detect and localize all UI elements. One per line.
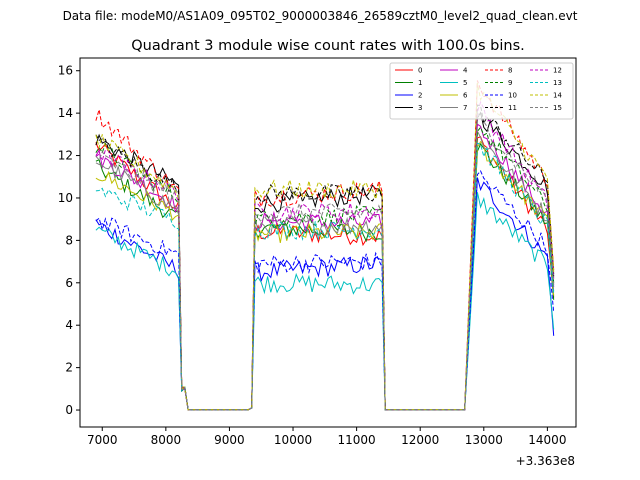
- y-tick-label-0: 0: [65, 403, 73, 417]
- legend-label-9: 9: [508, 79, 512, 87]
- legend-label-1: 1: [418, 79, 422, 87]
- y-tick-label-10: 10: [58, 191, 73, 205]
- y-tick-label-8: 8: [65, 233, 73, 247]
- x-tick-label-11000: 11000: [338, 433, 376, 447]
- legend-label-3: 3: [418, 104, 422, 112]
- legend-label-6: 6: [463, 92, 468, 100]
- y-tick-label-16: 16: [58, 64, 73, 78]
- x-tick-label-7000: 7000: [87, 433, 118, 447]
- y-tick-label-6: 6: [65, 276, 73, 290]
- y-tick-label-4: 4: [65, 318, 73, 332]
- legend-label-14: 14: [553, 92, 562, 100]
- series-line-13: [95, 142, 555, 411]
- legend-label-0: 0: [418, 67, 422, 75]
- x-tick-label-8000: 8000: [151, 433, 182, 447]
- x-tick-label-9000: 9000: [214, 433, 245, 447]
- axes: 7000 8000 9000 10000 11000 12000 13000 14000 0 2 4…: [58, 57, 577, 447]
- legend-label-4: 4: [463, 67, 468, 75]
- series-line-5: [95, 192, 555, 411]
- figure-suptitle: Data file: modeM0/AS1A09_095T02_90000038…: [63, 9, 578, 23]
- y-tick-label-14: 14: [58, 106, 73, 120]
- x-tick-label-10000: 10000: [274, 433, 312, 447]
- x-tick-label-14000: 14000: [528, 433, 566, 447]
- legend-box: [389, 62, 574, 120]
- legend-label-12: 12: [553, 67, 562, 75]
- legend-label-10: 10: [508, 92, 517, 100]
- legend-label-13: 13: [553, 79, 562, 87]
- x-tick-label-12000: 12000: [401, 433, 439, 447]
- legend-label-15: 15: [553, 104, 562, 112]
- legend-label-7: 7: [463, 104, 467, 112]
- x-tick-label-13000: 13000: [465, 433, 503, 447]
- axes-frame: [79, 57, 577, 428]
- series-line-10: [95, 170, 555, 411]
- series-line-2: [95, 177, 555, 411]
- legend-label-11: 11: [508, 104, 517, 112]
- legend-label-5: 5: [463, 79, 467, 87]
- chart-title: Quadrant 3 module wise count rates with …: [131, 38, 525, 54]
- legend-label-8: 8: [508, 67, 512, 75]
- y-tick-label-2: 2: [65, 361, 73, 375]
- legend-label-2: 2: [418, 92, 422, 100]
- y-tick-label-12: 12: [58, 149, 73, 163]
- x-offset-label: +3.363e8: [516, 454, 575, 468]
